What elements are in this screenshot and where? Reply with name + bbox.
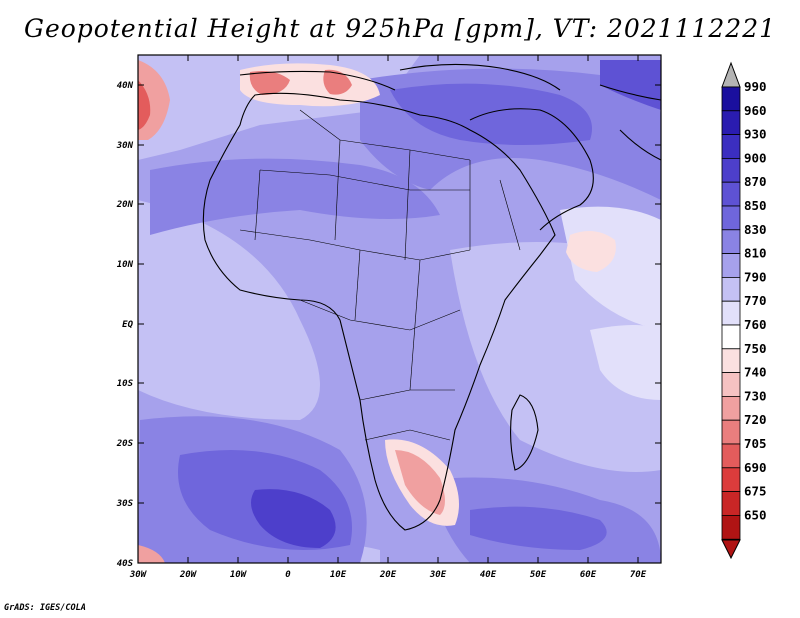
- chart-title: Geopotential Height at 925hPa [gpm], VT:…: [23, 14, 777, 43]
- colorbar-under-arrow: [721, 539, 741, 560]
- colorbar-swatch: [721, 110, 741, 136]
- lon-label: 10E: [330, 570, 347, 580]
- colorbar: 990 960 930 900 870 850 830 810 790 770 760 750 740 7…: [721, 61, 767, 560]
- lat-label: 10S: [117, 379, 134, 389]
- colorbar-swatch: [721, 134, 741, 159]
- colorbar-swatch: [721, 300, 741, 326]
- field-low-maghreb-core-2: [323, 69, 352, 95]
- coastlines: [202, 63, 661, 531]
- lat-label: 30N: [116, 141, 134, 151]
- lat-label: 20N: [116, 200, 134, 210]
- colorbar-label: 810: [744, 246, 767, 261]
- colorbar-label: 740: [744, 365, 767, 380]
- lon-label: 10W: [230, 570, 248, 580]
- lon-label: 20W: [179, 570, 198, 580]
- colorbar-label: 830: [744, 222, 767, 237]
- colorbar-swatch: [721, 372, 741, 397]
- colorbar-swatch: [721, 253, 741, 278]
- colorbar-label: 960: [744, 103, 767, 118]
- field-light-atlantic: [138, 200, 320, 420]
- colorbar-label: 770: [744, 293, 767, 308]
- lat-label: EQ: [122, 320, 133, 330]
- field-low-southafrica-core: [395, 450, 445, 515]
- colorbar-swatch: [721, 229, 741, 255]
- colorbar-swatch: [721, 348, 741, 373]
- lat-axis: 40N 30N 20N 10N EQ 10S 20S 30S 40S: [116, 81, 661, 569]
- country-borders: [239, 109, 521, 441]
- field-low-maghreb-core-1: [249, 71, 290, 95]
- colorbar-swatch: [721, 491, 741, 516]
- lon-axis: 30W 20W 10W 0 10E 20E 30E 40E 50E 60E 70…: [129, 55, 647, 580]
- field-lighter-indian-2: [590, 325, 661, 400]
- colorbar-swatch: [721, 395, 741, 421]
- colorbar-label: 900: [744, 150, 767, 165]
- colorbar-label: 720: [744, 412, 767, 427]
- colorbar-swatch: [721, 86, 741, 112]
- colorbar-swatch: [721, 181, 741, 207]
- colorbar-label: 750: [744, 341, 767, 356]
- colorbar-label: 730: [744, 388, 767, 403]
- colorbar-label: 705: [744, 436, 767, 451]
- colorbar-swatch: [721, 324, 741, 350]
- colorbar-over-arrow: [721, 61, 741, 88]
- colorbar-label: 790: [744, 269, 767, 284]
- field-darkest-southatlantic: [251, 489, 336, 548]
- colorbar-swatch: [721, 515, 741, 540]
- lat-label: 10N: [117, 260, 134, 270]
- field-low-arabiansea: [566, 231, 616, 272]
- colorbar-swatch: [721, 419, 741, 445]
- colorbar-swatch: [721, 157, 741, 183]
- colorbar-swatch: [721, 276, 741, 302]
- field-dark-southindian: [470, 506, 607, 550]
- colorbar-label: 760: [744, 317, 767, 332]
- colorbar-swatch: [721, 205, 741, 231]
- lat-label: 40N: [117, 81, 134, 91]
- lon-label: 40E: [480, 570, 497, 580]
- colorbar-label: 850: [744, 198, 767, 213]
- colorbar-label: 930: [744, 127, 767, 142]
- field-mid-sahara: [150, 158, 440, 235]
- colorbar-label: 690: [744, 460, 767, 475]
- lat-label: 30S: [116, 499, 134, 509]
- lon-label: 60E: [580, 570, 597, 580]
- map-frame: [137, 54, 662, 564]
- lat-label: 20S: [116, 439, 134, 449]
- credit-text: GrADS: IGES/COLA: [4, 603, 86, 613]
- lon-label: 50E: [530, 570, 547, 580]
- field-low-southwest: [138, 545, 165, 563]
- colorbar-label: 870: [744, 174, 767, 189]
- lon-label: 0: [285, 570, 291, 580]
- lon-label: 30E: [429, 570, 447, 580]
- colorbar-label: 675: [744, 484, 767, 499]
- lon-label: 70E: [630, 570, 647, 580]
- field-dark-mideast: [390, 83, 592, 145]
- colorbar-swatch: [721, 443, 741, 469]
- lat-label: 40S: [117, 559, 134, 569]
- colorbar-label: 990: [744, 79, 767, 94]
- colorbar-label: 650: [744, 507, 767, 522]
- lon-label: 20E: [379, 570, 397, 580]
- field-low-atlantic-core: [138, 80, 151, 130]
- map-panel: [138, 55, 661, 563]
- colorbar-swatch: [721, 467, 741, 492]
- lon-label: 30W: [129, 570, 148, 580]
